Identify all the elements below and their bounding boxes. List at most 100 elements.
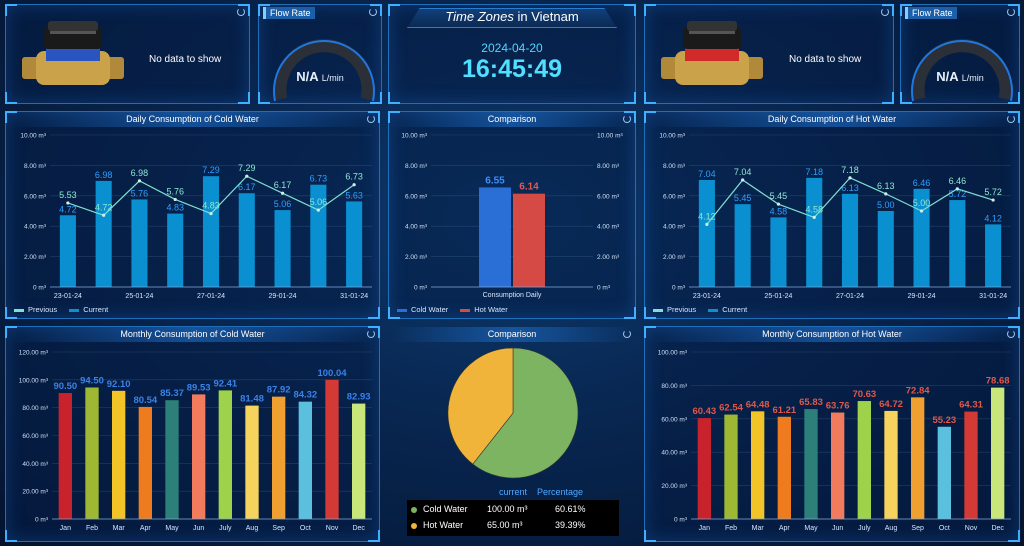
y-tick-label: 4.00 m³ (663, 224, 686, 231)
refresh-icon[interactable] (367, 115, 375, 123)
y-tick-label: 0 m³ (35, 517, 49, 524)
comparison-bar-title: Comparison (389, 112, 635, 127)
x-tick-label: Jan (60, 525, 71, 532)
month-bar (112, 390, 126, 519)
current-value-label: 5.76 (131, 188, 149, 198)
previous-point (955, 187, 959, 191)
month-bar (245, 405, 259, 519)
previous-value-label: 7.04 (734, 167, 752, 177)
current-bar (806, 177, 823, 287)
x-tick-label: 23-01-24 (693, 293, 721, 300)
pie-row-name: Hot Water (423, 520, 464, 530)
y-tick-label: 10.00 m³ (401, 133, 427, 140)
refresh-icon[interactable] (881, 8, 889, 16)
y-tick-label: 20.00 m³ (22, 489, 48, 496)
previous-value-label: 4.58 (805, 204, 823, 214)
month-bar (218, 390, 232, 519)
x-tick-label: Dec (991, 525, 1004, 532)
pie-table-row: Cold Water 100.00 m³ 60.61% (407, 502, 619, 518)
current-bar (734, 204, 751, 287)
y-tick-label: 0 m³ (414, 285, 428, 292)
x-tick-label: Apr (779, 525, 791, 532)
hot-meter-panel: No data to show (644, 4, 894, 104)
monthly-hot-chart: 100.00 m³ 80.00 m³ 60.00 m³ 40.00 m³ 20.00 m… (658, 350, 1011, 532)
refresh-icon[interactable] (1007, 8, 1015, 16)
current-bar (841, 193, 859, 287)
x-tick-label: Mar (752, 525, 765, 532)
legend-previous-label: Previous (667, 305, 697, 314)
legend-hot-label: Hot Water (474, 305, 508, 314)
y-tick-label-right: 4.00 m³ (597, 224, 620, 231)
current-bar (985, 224, 1002, 287)
legend-cold: Cold Water (397, 305, 448, 314)
current-value-label: 5.06 (274, 199, 292, 209)
y-tick-label: 0 m³ (674, 517, 688, 524)
month-bar (777, 416, 791, 519)
refresh-icon[interactable] (367, 330, 375, 338)
x-tick-label: Aug (246, 525, 259, 532)
comparison-bar-panel: Comparison 10.00 m³ 10.00 m³ 8.00 m³ 8.00 m… (388, 111, 636, 319)
x-tick-label: Feb (725, 525, 737, 532)
current-bar (274, 210, 291, 287)
y-tick-label-right: 2.00 m³ (597, 254, 620, 261)
refresh-icon[interactable] (1007, 115, 1015, 123)
y-tick-label: 80.00 m³ (661, 383, 687, 390)
current-value-label: 6.13 (841, 183, 859, 193)
flow-rate-value: N/A (296, 69, 319, 84)
y-tick-label: 20.00 m³ (661, 483, 687, 490)
monthly-cold-chart: 120.00 m³ 100.00 m³ 80.00 m³ 60.00 m³ 40.00 … (19, 350, 372, 532)
comparison-pie-chart (447, 347, 579, 479)
previous-value-label: 4.12 (698, 211, 716, 221)
flow-rate-gauge (273, 39, 375, 102)
previous-value-label: 5.72 (984, 187, 1002, 197)
month-value-label: 90.50 (53, 381, 77, 392)
refresh-icon[interactable] (623, 330, 631, 338)
y-tick-label: 0 m³ (33, 285, 47, 292)
hot-value-label: 6.14 (519, 182, 539, 193)
y-tick-label: 8.00 m³ (663, 163, 686, 170)
current-value-label: 6.73 (310, 174, 328, 184)
cold-meter-panel: No data to show (5, 4, 250, 104)
current-bar (167, 213, 184, 287)
current-value-label: 6.17 (238, 182, 256, 192)
pie-col-current: current (499, 487, 528, 497)
previous-point (741, 178, 745, 182)
previous-point (919, 209, 924, 213)
previous-value-label: 6.17 (274, 180, 292, 190)
previous-point (352, 183, 356, 187)
flow-rate-tag: Flow Rate (263, 7, 315, 19)
current-bar (202, 176, 220, 287)
flow-rate-value-display: N/A L/min (901, 69, 1019, 84)
current-value-label: 6.46 (913, 178, 931, 188)
refresh-icon[interactable] (1007, 330, 1015, 338)
flow-rate-tag: Flow Rate (905, 7, 957, 19)
month-value-label: 85.37 (160, 388, 184, 399)
flow-rate-value-display: N/A L/min (259, 69, 381, 84)
y-tick-label-right: 10.00 m³ (597, 133, 623, 140)
pie-row-name: Cold Water (423, 504, 468, 514)
month-bar (192, 394, 206, 519)
refresh-icon[interactable] (237, 8, 245, 16)
month-value-label: 87.92 (267, 385, 291, 396)
daily-cold-panel: Daily Consumption of Cold Water 10.00 m³… (5, 111, 380, 319)
month-bar (138, 406, 152, 519)
previous-point (705, 222, 709, 226)
current-bar (949, 200, 966, 287)
refresh-icon[interactable] (369, 8, 377, 16)
hot-meter-no-data: No data to show (789, 54, 862, 65)
x-tick-label: Jan (699, 525, 710, 532)
x-tick-label: Dec (352, 525, 365, 532)
current-value-label: 5.00 (877, 200, 895, 210)
refresh-icon[interactable] (623, 115, 631, 123)
month-value-label: 100.04 (317, 368, 347, 379)
month-bar (804, 409, 818, 519)
month-bar (937, 426, 951, 519)
y-tick-label-right: 6.00 m³ (597, 193, 620, 200)
previous-point (173, 197, 177, 202)
month-bar (58, 393, 72, 519)
daily-hot-chart: 10.00 m³ 8.00 m³ 6.00 m³ 4.00 m³ 2.00 m³ 0 m³… (659, 133, 1011, 300)
pie-row-current: 100.00 m³ (487, 504, 528, 514)
month-value-label: 92.10 (107, 379, 131, 390)
current-bar (59, 215, 76, 287)
current-value-label: 5.45 (734, 193, 752, 203)
